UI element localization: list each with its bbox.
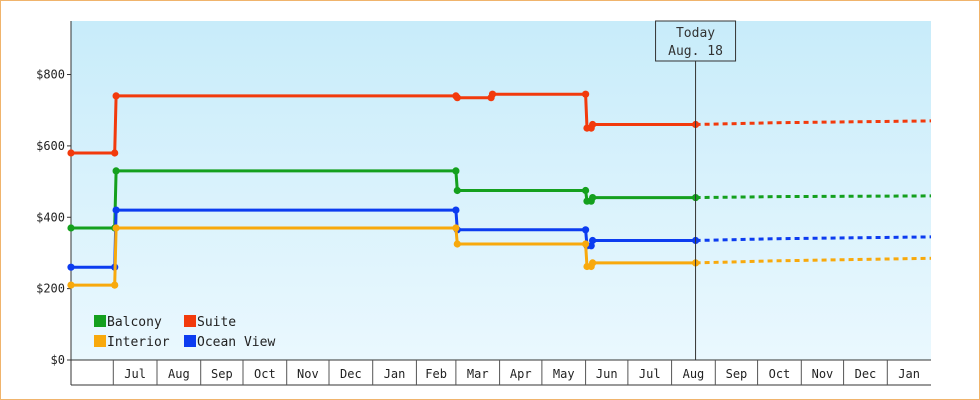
- data-point: [589, 259, 597, 267]
- y-tick-label: $200: [36, 282, 65, 296]
- data-point: [582, 90, 590, 98]
- series-suite: [67, 90, 932, 157]
- y-tick-label: $600: [36, 139, 65, 153]
- data-point: [452, 167, 460, 175]
- series-interior: [67, 224, 932, 289]
- data-point: [582, 240, 590, 248]
- x-tick-label: Jul: [639, 367, 661, 381]
- forecast-line: [695, 119, 932, 126]
- y-tick-label: $800: [36, 68, 65, 82]
- today-marker: Today Aug. 18: [655, 20, 737, 360]
- x-tick-label: Aug: [683, 367, 705, 381]
- forecast-line: [695, 235, 932, 242]
- legend-item-ocean-view: Ocean View: [184, 335, 275, 350]
- x-tick-label: Apr: [510, 367, 532, 381]
- x-tick-label: Oct: [254, 367, 276, 381]
- today-label: Today: [676, 26, 715, 41]
- today-date: Aug. 18: [668, 44, 723, 59]
- data-point: [112, 92, 120, 100]
- forecast-line: [695, 194, 932, 200]
- data-point: [488, 90, 497, 98]
- y-tick-label: $0: [51, 353, 65, 367]
- x-tick-label: Feb: [425, 367, 447, 381]
- legend-label: Ocean View: [197, 335, 275, 350]
- x-tick-label: Oct: [769, 367, 791, 381]
- data-point: [582, 186, 590, 195]
- data-point: [67, 149, 75, 157]
- data-point: [453, 186, 461, 195]
- legend-label: Balcony: [107, 315, 162, 330]
- data-point: [112, 206, 120, 214]
- data-point: [453, 94, 461, 102]
- data-point: [452, 224, 460, 232]
- x-tick-label: Nov: [812, 367, 834, 381]
- data-point: [453, 240, 461, 248]
- y-tick-label: $400: [36, 210, 65, 224]
- x-tick-label: Sep: [726, 367, 748, 381]
- x-tick-label: Jun: [596, 367, 618, 381]
- data-point: [67, 224, 75, 232]
- legend-swatch: [184, 315, 196, 327]
- data-point: [111, 281, 119, 289]
- x-tick-label: May: [553, 367, 575, 381]
- data-point: [112, 224, 120, 232]
- legend-item-interior: Interior: [94, 335, 170, 350]
- legend-swatch: [184, 335, 196, 347]
- x-tick-label: Dec: [340, 367, 362, 381]
- legend-label: Suite: [197, 315, 236, 330]
- legend-label: Interior: [107, 335, 170, 350]
- data-point: [112, 167, 120, 175]
- data-point: [452, 206, 460, 214]
- x-tick-label: Aug: [168, 367, 190, 381]
- legend-swatch: [94, 335, 106, 347]
- legend-swatch: [94, 315, 106, 327]
- x-tick-label: Jan: [898, 367, 920, 381]
- legend: Balcony Suite Interior Ocean View: [94, 315, 275, 350]
- series-layer: [67, 90, 932, 289]
- data-point: [589, 120, 597, 129]
- x-tick-label: Mar: [467, 367, 489, 381]
- x-tick-label: Dec: [855, 367, 877, 381]
- series-balcony: [67, 167, 932, 232]
- today-box: [655, 20, 737, 62]
- data-point: [67, 263, 75, 271]
- x-tick-label: Sep: [211, 367, 233, 381]
- x-axis: Jul Aug Sep Oct Nov Dec Jan Feb Mar Apr May Jun Jul A…: [71, 359, 931, 386]
- x-tick-label: Jul: [124, 367, 146, 381]
- data-point: [67, 281, 75, 289]
- legend-item-balcony: Balcony: [94, 315, 162, 330]
- x-tick-label: Jan: [384, 367, 406, 381]
- data-point: [589, 194, 597, 202]
- data-point: [589, 236, 597, 245]
- x-tick-label: Nov: [297, 367, 319, 381]
- y-axis: $0 $200 $400 $600 $800: [36, 21, 72, 385]
- forecast-line: [695, 256, 932, 265]
- data-point: [582, 226, 590, 234]
- legend-item-suite: Suite: [184, 315, 236, 330]
- data-point: [111, 149, 119, 157]
